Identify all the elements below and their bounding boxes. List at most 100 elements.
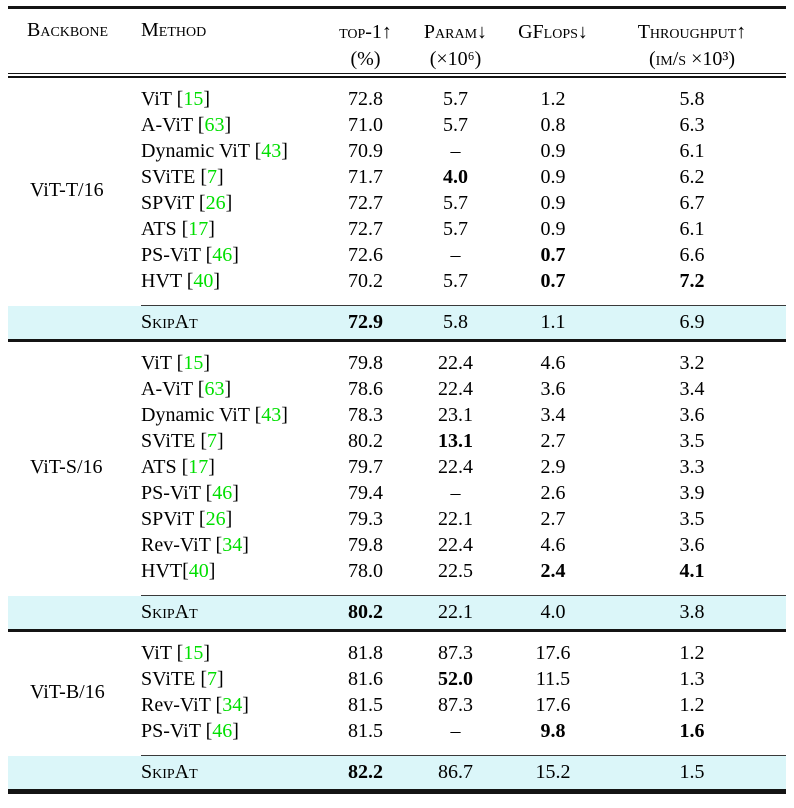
method-row: ViT-T/16 ViT [15] 72.8 5.7 1.2 5.8 xyxy=(8,86,786,201)
skipat-backbone-spacer xyxy=(8,305,141,342)
param-cell: 5.7 xyxy=(443,113,468,136)
method-name: SViTE xyxy=(141,429,196,452)
citation-ref[interactable]: 63 xyxy=(204,377,225,400)
col-header-top1: top-1↑ (%) xyxy=(328,8,403,74)
col-header-backbone: Backbone xyxy=(27,19,109,41)
throughput-cell: 3.5 xyxy=(679,507,705,530)
gflops-cell: 15.2 xyxy=(508,755,598,794)
param-cell: 87.3 xyxy=(438,641,473,664)
citation-ref[interactable]: 46 xyxy=(212,481,233,504)
col-header-param: Param↓ (×10⁶) xyxy=(403,8,508,74)
method-name: ViT xyxy=(141,351,172,374)
citation-ref[interactable]: 17 xyxy=(188,217,209,240)
method-cell: Rev-ViT [34] xyxy=(141,533,249,556)
method-row: SPViT [26] 72.7 5.7 0.9 6.7 xyxy=(8,190,786,216)
citation-ref[interactable]: 34 xyxy=(222,693,243,716)
throughput-cell: 6.6 xyxy=(679,243,705,266)
top1-cell: 81.5 xyxy=(348,693,383,716)
method-name: Rev-ViT xyxy=(141,533,211,556)
method-name: A-ViT xyxy=(141,377,193,400)
param-cell: 23.1 xyxy=(438,403,473,426)
method-row: HVT [40] 70.2 5.7 0.7 7.2 xyxy=(8,268,786,294)
method-row: ViT-B/16 ViT [15] 81.8 87.3 17.6 1.2 xyxy=(8,640,786,703)
gap-cell xyxy=(8,631,786,640)
param-cell: 13.1 xyxy=(438,429,473,452)
top1-header-label: top-1↑ xyxy=(339,21,392,43)
method-row: ATS [17] 72.7 5.7 0.9 6.1 xyxy=(8,216,786,242)
method-row: Rev-ViT [34] 81.5 87.3 17.6 1.2 xyxy=(8,692,786,718)
citation-ref[interactable]: 15 xyxy=(183,641,204,664)
method-cell: SViTE [7] xyxy=(141,429,224,452)
throughput-cell: 3.6 xyxy=(679,403,705,426)
citation-ref[interactable]: 7 xyxy=(207,429,218,452)
throughput-cell: 3.6 xyxy=(679,533,705,556)
method-cell: Rev-ViT [34] xyxy=(141,693,249,716)
method-cell: HVT[40] xyxy=(141,559,216,582)
method-name: SPViT xyxy=(141,191,194,214)
top1-cell: 79.4 xyxy=(348,481,383,504)
method-cell: ViT [15] xyxy=(141,641,210,664)
param-cell: 87.3 xyxy=(438,693,473,716)
method-row: A-ViT [63] 71.0 5.7 0.8 6.3 xyxy=(8,112,786,138)
top1-cell: 72.7 xyxy=(348,217,383,240)
citation-ref[interactable]: 46 xyxy=(212,243,233,266)
method-row: Dynamic ViT [43] 70.9 – 0.9 6.1 xyxy=(8,138,786,164)
gflops-cell: 2.6 xyxy=(540,481,566,504)
partial-rule xyxy=(141,743,786,756)
top1-header-unit: (%) xyxy=(350,48,381,70)
method-row: PS-ViT [46] 79.4 – 2.6 3.9 xyxy=(8,480,786,506)
citation-ref[interactable]: 43 xyxy=(261,139,282,162)
throughput-cell: 4.1 xyxy=(679,559,705,582)
gflops-cell: 2.4 xyxy=(540,559,566,582)
top1-cell: 78.0 xyxy=(348,559,383,582)
gflops-cell: 2.7 xyxy=(540,507,566,530)
top1-cell: 79.3 xyxy=(348,507,383,530)
skipat-rule-row xyxy=(8,293,786,306)
param-cell: 22.4 xyxy=(438,351,473,374)
param-cell: 5.7 xyxy=(443,87,468,110)
citation-ref[interactable]: 43 xyxy=(261,403,282,426)
top1-cell: 70.9 xyxy=(348,139,383,162)
throughput-cell: 1.5 xyxy=(598,755,786,794)
method-cell: ViT [15] xyxy=(141,87,210,110)
col-header-method: Method xyxy=(141,19,207,41)
method-name: ViT xyxy=(141,641,172,664)
top1-cell: 80.2 xyxy=(328,595,403,632)
top1-cell: 71.7 xyxy=(348,165,383,188)
gflops-cell: 3.4 xyxy=(540,403,566,426)
results-table: Backbone Method top-1↑ (%) Param↓ (×10⁶)… xyxy=(8,6,786,794)
skipat-label: SkipAt xyxy=(141,595,328,632)
throughput-cell: 6.7 xyxy=(679,191,705,214)
method-name: Dynamic ViT xyxy=(141,139,250,162)
method-name: ATS xyxy=(141,455,177,478)
throughput-cell: 3.5 xyxy=(679,429,705,452)
citation-ref[interactable]: 17 xyxy=(188,455,209,478)
method-cell: ViT [15] xyxy=(141,351,210,374)
throughput-cell: 6.9 xyxy=(598,305,786,342)
method-row: SViTE [7] 80.2 13.1 2.7 3.5 xyxy=(8,428,786,454)
citation-ref[interactable]: 26 xyxy=(205,507,226,530)
citation-ref[interactable]: 40 xyxy=(193,269,214,292)
backbone-cell: ViT-B/16 xyxy=(30,680,105,703)
citation-ref[interactable]: 26 xyxy=(205,191,226,214)
param-cell: 5.7 xyxy=(443,191,468,214)
throughput-cell: 6.3 xyxy=(679,113,705,136)
method-cell: A-ViT [63] xyxy=(141,377,232,400)
method-name: Rev-ViT xyxy=(141,693,211,716)
citation-ref[interactable]: 34 xyxy=(222,533,243,556)
method-cell: PS-ViT [46] xyxy=(141,719,239,742)
gflops-cell: 0.9 xyxy=(540,165,566,188)
citation-ref[interactable]: 7 xyxy=(207,667,218,690)
top1-cell: 82.2 xyxy=(328,755,403,794)
citation-ref[interactable]: 46 xyxy=(212,719,233,742)
citation-ref[interactable]: 40 xyxy=(188,559,209,582)
citation-ref[interactable]: 15 xyxy=(183,351,204,374)
throughput-cell: 3.8 xyxy=(598,595,786,632)
citation-ref[interactable]: 7 xyxy=(207,165,218,188)
citation-ref[interactable]: 63 xyxy=(204,113,225,136)
method-cell: SViTE [7] xyxy=(141,667,224,690)
citation-ref[interactable]: 15 xyxy=(183,87,204,110)
param-cell: – xyxy=(450,139,461,162)
method-cell: PS-ViT [46] xyxy=(141,481,239,504)
method-cell: Dynamic ViT [43] xyxy=(141,139,288,162)
